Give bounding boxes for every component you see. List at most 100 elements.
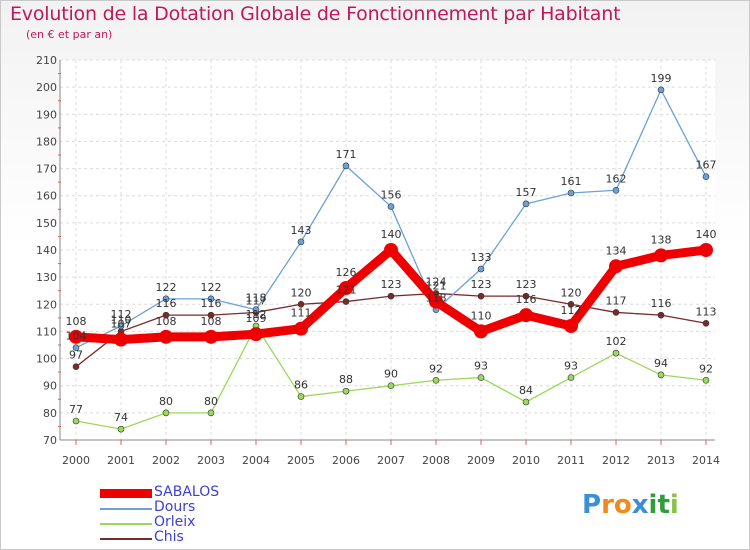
data-point-dours: [657, 86, 665, 94]
data-point-sabalos: [384, 243, 398, 257]
logo-letter: r: [601, 490, 614, 520]
data-point-chis: [162, 311, 170, 319]
data-label-orleix: 93: [564, 360, 578, 373]
chart-subtitle: (en € et par an): [26, 28, 113, 41]
x-tick-label: 2004: [242, 454, 270, 467]
x-tick-label: 2014: [692, 454, 720, 467]
y-tick-label: 120: [36, 298, 57, 311]
data-point-orleix: [522, 398, 530, 406]
data-point-chis: [612, 309, 620, 316]
data-label-sabalos: 109: [246, 312, 267, 325]
data-label-orleix: 80: [159, 395, 173, 408]
x-tick-label: 2008: [422, 454, 450, 467]
y-tick-label: 190: [36, 108, 57, 121]
y-tick-label: 170: [36, 163, 57, 176]
data-label-chis: 120: [561, 286, 582, 299]
data-point-dours: [72, 344, 80, 352]
x-tick-label: 2009: [467, 454, 495, 467]
legend-label-sabalos: SABALOS: [154, 484, 220, 500]
data-point-sabalos: [519, 308, 533, 323]
data-label-sabalos: 140: [381, 228, 402, 241]
data-label-orleix: 77: [69, 403, 83, 416]
data-point-orleix: [702, 376, 710, 384]
y-tick-label: 180: [36, 135, 57, 148]
data-label-orleix: 102: [606, 335, 627, 348]
legend-item-orleix[interactable]: Orleix: [100, 514, 300, 531]
x-tick-label: 2006: [332, 454, 360, 467]
data-point-chis: [522, 292, 530, 300]
x-tick-label: 2005: [287, 454, 315, 467]
data-label-orleix: 80: [204, 395, 218, 408]
legend-swatch-dours: [100, 508, 152, 510]
y-tick-label: 100: [36, 353, 57, 366]
data-label-dours: 167: [696, 159, 717, 172]
data-label-chis: 121: [336, 284, 357, 297]
data-point-orleix: [297, 393, 305, 400]
data-point-sabalos: [339, 281, 353, 295]
series-sabalos: [69, 243, 713, 347]
proxiti-logo[interactable]: Proxiti: [582, 490, 679, 520]
data-point-orleix: [567, 374, 575, 381]
data-label-orleix: 90: [384, 368, 398, 381]
data-label-orleix: 84: [519, 384, 533, 397]
data-label-chis: 97: [69, 349, 83, 362]
data-point-dours: [612, 186, 620, 194]
data-label-dours: 157: [516, 186, 537, 199]
data-point-orleix: [477, 374, 485, 381]
data-point-dours: [297, 238, 305, 246]
data-label-orleix: 86: [294, 379, 308, 392]
data-label-dours: 122: [201, 281, 222, 294]
x-tick-label: 2012: [602, 454, 630, 467]
y-tick-label: 140: [36, 244, 57, 257]
data-point-sabalos: [429, 294, 443, 309]
series-dours: [72, 86, 710, 352]
data-point-orleix: [612, 349, 620, 357]
x-tick-label: 2007: [377, 454, 405, 467]
data-label-dours: 156: [381, 189, 402, 202]
data-point-dours: [567, 189, 575, 197]
logo-letter: o: [613, 490, 632, 520]
data-label-dours: 122: [156, 281, 177, 294]
legend-label-chis: Chis: [154, 529, 184, 545]
data-label-chis: 110: [111, 313, 132, 326]
data-label-sabalos: 138: [651, 233, 672, 246]
chart-title: Evolution de la Dotation Globale de Fonc…: [10, 3, 621, 25]
data-label-sabalos: 140: [696, 228, 717, 241]
logo-letter: P: [582, 490, 602, 520]
x-tick-label: 2010: [512, 454, 540, 467]
data-point-dours: [162, 295, 170, 303]
data-label-chis: 117: [606, 294, 627, 307]
data-point-chis: [657, 311, 665, 319]
data-point-sabalos: [564, 319, 578, 333]
data-point-sabalos: [699, 243, 713, 257]
legend-item-sabalos[interactable]: SABALOS: [100, 484, 300, 501]
data-label-dours: 133: [471, 251, 492, 264]
legend-item-chis[interactable]: Chis: [100, 529, 300, 546]
data-point-dours: [207, 295, 215, 303]
data-label-sabalos: 108: [201, 315, 222, 328]
x-tick-label: 2011: [557, 454, 585, 467]
data-point-orleix: [207, 409, 215, 417]
data-label-sabalos: 108: [66, 315, 87, 328]
data-point-chis: [387, 292, 395, 300]
data-point-orleix: [342, 387, 350, 395]
data-point-dours: [117, 322, 125, 330]
logo-letter: t: [657, 490, 670, 520]
series-orleix: [72, 322, 710, 433]
legend-item-dours[interactable]: Dours: [100, 499, 300, 516]
x-tick-label: 2001: [107, 454, 135, 467]
data-point-chis: [72, 363, 80, 371]
data-label-dours: 199: [651, 72, 672, 85]
data-label-orleix: 93: [474, 360, 488, 373]
y-tick-label: 80: [43, 407, 57, 420]
data-label-sabalos: 134: [606, 244, 627, 257]
x-tick-label: 2000: [62, 454, 90, 467]
data-label-sabalos: 108: [156, 315, 177, 328]
data-point-orleix: [657, 371, 665, 379]
data-label-sabalos: 121: [426, 280, 447, 293]
data-label-chis: 116: [651, 297, 672, 310]
data-label-dours: 171: [336, 148, 357, 161]
data-point-sabalos: [69, 329, 83, 344]
data-label-dours: 161: [561, 175, 582, 188]
